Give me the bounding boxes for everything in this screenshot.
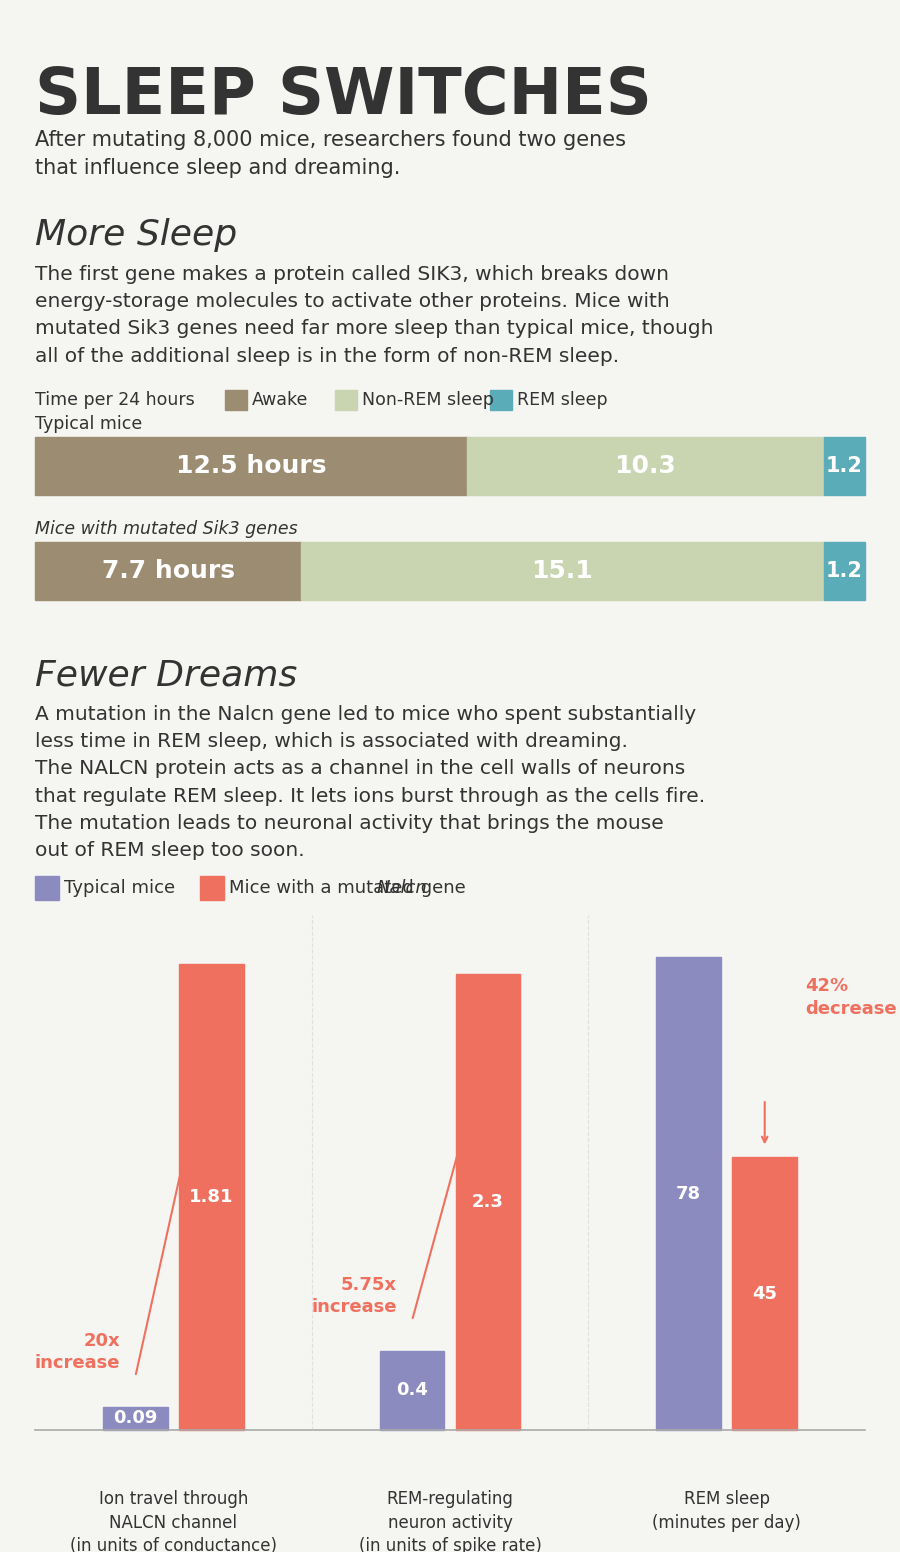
Text: 5.75x
increase: 5.75x increase [311, 1276, 397, 1316]
Text: REM sleep
(minutes per day): REM sleep (minutes per day) [652, 1490, 801, 1532]
FancyBboxPatch shape [103, 1406, 167, 1429]
Text: The first gene makes a protein called SIK3, which breaks down
energy-storage mol: The first gene makes a protein called SI… [35, 265, 714, 366]
Text: REM-regulating
neuron activity
(in units of spike rate): REM-regulating neuron activity (in units… [358, 1490, 542, 1552]
Text: Mice with a mutated: Mice with a mutated [229, 878, 419, 897]
Text: 10.3: 10.3 [615, 455, 676, 478]
FancyBboxPatch shape [490, 390, 512, 410]
Text: 20x
increase: 20x increase [35, 1332, 121, 1372]
FancyBboxPatch shape [200, 875, 224, 900]
Text: Awake: Awake [252, 391, 309, 410]
Text: 0.09: 0.09 [113, 1409, 158, 1428]
Text: Typical mice: Typical mice [35, 414, 142, 433]
Text: 1.81: 1.81 [189, 1187, 234, 1206]
Text: 1.2: 1.2 [826, 456, 863, 476]
Text: More Sleep: More Sleep [35, 217, 237, 251]
Text: REM sleep: REM sleep [517, 391, 608, 410]
FancyBboxPatch shape [225, 390, 247, 410]
Text: 2.3: 2.3 [472, 1193, 504, 1211]
FancyBboxPatch shape [35, 875, 59, 900]
Text: 15.1: 15.1 [532, 559, 593, 584]
Text: After mutating 8,000 mice, researchers found two genes
that influence sleep and : After mutating 8,000 mice, researchers f… [35, 130, 626, 178]
FancyBboxPatch shape [335, 390, 357, 410]
FancyBboxPatch shape [380, 1350, 445, 1429]
Text: gene: gene [415, 878, 466, 897]
Text: Ion travel through
NALCN channel
(in units of conductance): Ion travel through NALCN channel (in uni… [70, 1490, 277, 1552]
Text: Mice with mutated Sik3 genes: Mice with mutated Sik3 genes [35, 520, 298, 539]
Text: 12.5 hours: 12.5 hours [176, 455, 327, 478]
FancyBboxPatch shape [656, 958, 721, 1429]
Text: Non-REM sleep: Non-REM sleep [362, 391, 494, 410]
Text: Nalcn: Nalcn [377, 878, 427, 897]
FancyBboxPatch shape [733, 1158, 797, 1429]
FancyBboxPatch shape [35, 438, 467, 495]
Text: 1.2: 1.2 [826, 560, 863, 580]
FancyBboxPatch shape [35, 542, 302, 601]
Text: 45: 45 [752, 1285, 778, 1302]
Text: 7.7 hours: 7.7 hours [102, 559, 235, 584]
FancyBboxPatch shape [302, 542, 824, 601]
Text: Fewer Dreams: Fewer Dreams [35, 658, 297, 692]
FancyBboxPatch shape [179, 964, 244, 1429]
Text: 0.4: 0.4 [396, 1381, 428, 1400]
FancyBboxPatch shape [824, 542, 865, 601]
FancyBboxPatch shape [467, 438, 824, 495]
FancyBboxPatch shape [455, 975, 520, 1429]
Text: 78: 78 [676, 1184, 701, 1203]
Text: Time per 24 hours: Time per 24 hours [35, 391, 194, 410]
Text: A mutation in the Nalcn gene led to mice who spent substantially
less time in RE: A mutation in the Nalcn gene led to mice… [35, 705, 705, 860]
Text: 42%
decrease: 42% decrease [805, 978, 896, 1018]
Text: SLEEP SWITCHES: SLEEP SWITCHES [35, 65, 652, 127]
Text: Typical mice: Typical mice [64, 878, 176, 897]
FancyBboxPatch shape [824, 438, 865, 495]
